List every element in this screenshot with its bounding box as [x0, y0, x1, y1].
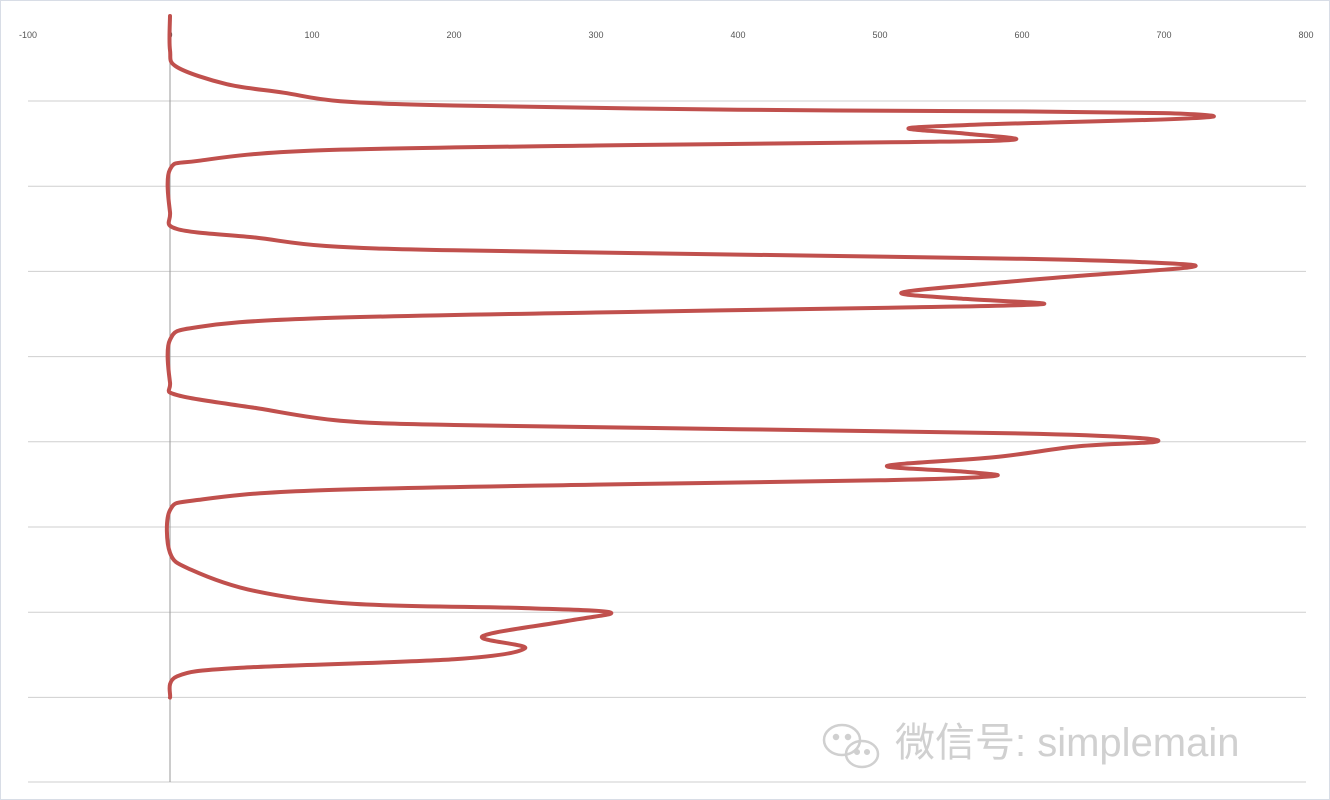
x-tick-label: 100 [304, 30, 319, 40]
watermark-text: 微信号: simplemain [895, 721, 1240, 765]
x-tick-label: -100 [19, 30, 37, 40]
x-tick-label: 400 [730, 30, 745, 40]
watermark: 微信号: simplemain [822, 721, 1240, 769]
x-tick-label: 800 [1298, 30, 1313, 40]
grid-lines [28, 100, 1306, 783]
x-tick-label: 200 [446, 30, 461, 40]
series-line [164, 14, 1216, 700]
wechat-logo-icon [822, 723, 880, 769]
x-tick-label: 700 [1156, 30, 1171, 40]
x-tick-labels: -100 0 100 200 300 400 500 600 700 800 [19, 30, 1314, 40]
x-tick-label: 500 [872, 30, 887, 40]
x-tick-label: 600 [1014, 30, 1029, 40]
x-tick-label: 300 [588, 30, 603, 40]
